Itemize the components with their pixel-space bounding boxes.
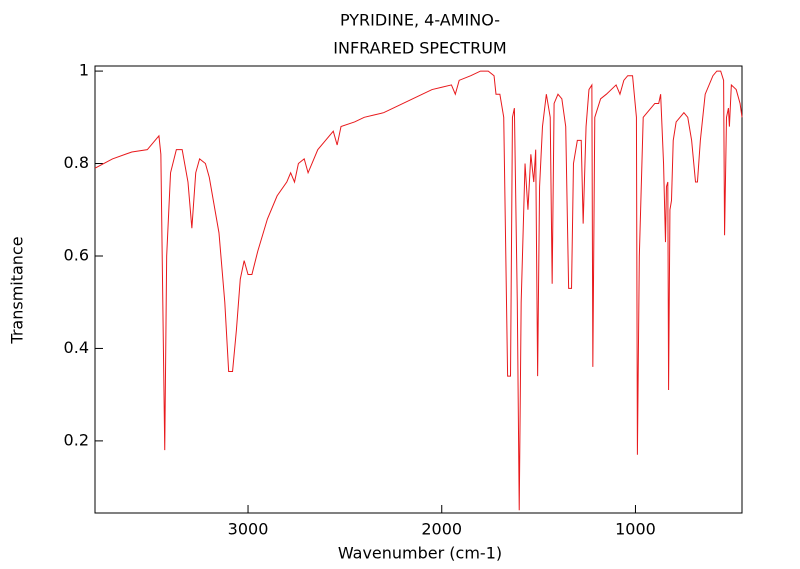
- x-tick-label: 1000: [615, 520, 656, 539]
- y-tick-label: 0.4: [64, 338, 89, 357]
- x-tick-label: 3000: [228, 520, 269, 539]
- x-axis-label: Wavenumber (cm-1): [338, 544, 502, 563]
- y-tick-label: 1: [79, 61, 89, 80]
- x-tick-label: 2000: [421, 520, 462, 539]
- y-tick-label: 0.8: [64, 153, 89, 172]
- plot-frame: [94, 65, 743, 514]
- chart-subtitle: INFRARED SPECTRUM: [333, 39, 506, 58]
- y-tick-label: 0.6: [64, 245, 89, 264]
- y-tick-label: 0.2: [64, 430, 89, 449]
- y-axis-label: Transmitance: [8, 236, 27, 344]
- chart-title: PYRIDINE, 4-AMINO-: [340, 11, 500, 30]
- spectrum-line: [94, 70, 743, 511]
